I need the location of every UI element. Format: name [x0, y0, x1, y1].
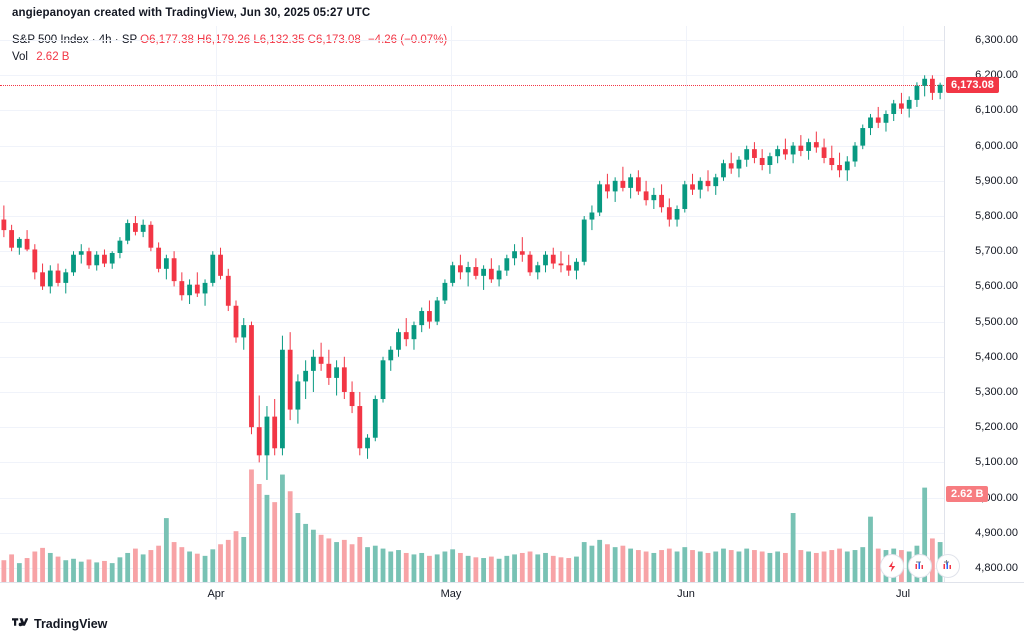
time-axis-tick: May: [440, 588, 462, 600]
tradingview-footer-logo[interactable]: TradingView: [12, 617, 107, 631]
price-axis-tick: 4,800.00: [975, 561, 1018, 574]
time-axis-divider: [0, 582, 1024, 583]
tradingview-footer-label: TradingView: [34, 617, 108, 631]
time-axis-tick: Jun: [677, 588, 695, 600]
price-axis-tick: 5,100.00: [975, 456, 1018, 469]
price-axis-tick: 4,900.00: [975, 526, 1018, 539]
grid-line-horizontal: [0, 286, 944, 288]
grid-line-horizontal: [0, 321, 944, 323]
grid-line-horizontal: [0, 40, 944, 42]
chart-legend: S&P 500 Index · 4h · SP O6,177.38 H6,179…: [12, 32, 447, 66]
grid-line-vertical: [451, 26, 452, 582]
lightning-icon: [888, 560, 895, 572]
grid-line-horizontal: [0, 497, 944, 499]
chart-float-buttons[interactable]: [880, 554, 960, 578]
legend-main-row: S&P 500 Index · 4h · SP O6,177.38 H6,179…: [12, 32, 447, 49]
grid-line-horizontal: [0, 356, 944, 358]
legend-ohlc-values: O6,177.38 H6,179.26 L6,132.35 C6,173.08: [140, 34, 361, 46]
tradingview-logo-icon: [12, 618, 28, 630]
price-axis-divider: [944, 26, 945, 582]
price-axis-tick: 5,400.00: [975, 350, 1018, 363]
grid-line-horizontal: [0, 145, 944, 147]
time-axis-tick: Apr: [207, 588, 225, 600]
grid-line-horizontal: [0, 180, 944, 182]
plus-bars-icon: [943, 560, 951, 569]
grid-line-horizontal: [0, 462, 944, 464]
price-axis-tick: 6,000.00: [975, 139, 1018, 152]
grid-line-vertical: [216, 26, 217, 582]
last-price-line: [0, 84, 944, 86]
price-axis-tick: 6,300.00: [975, 34, 1018, 47]
zoom-out-button[interactable]: [908, 554, 932, 578]
grid-line-vertical: [686, 26, 687, 582]
time-axis[interactable]: Apr May Jun Jul: [0, 583, 944, 605]
volume-badge: 2.62 B: [946, 485, 989, 502]
grid-line-horizontal: [0, 532, 944, 534]
grid-line-horizontal: [0, 391, 944, 393]
candlestick-series: [1, 75, 943, 582]
zoom-in-button[interactable]: [936, 554, 960, 578]
price-axis-tick: 5,600.00: [975, 280, 1018, 293]
grid-line-horizontal: [0, 251, 944, 253]
price-axis-tick: 5,200.00: [975, 421, 1018, 434]
legend-exchange: SP: [121, 34, 137, 46]
price-axis-tick: 5,500.00: [975, 315, 1018, 328]
legend-volume-value: 2.62 B: [36, 51, 70, 63]
grid-line-vertical: [903, 26, 904, 582]
price-axis-tick: 5,700.00: [975, 245, 1018, 258]
legend-interval[interactable]: 4h: [98, 34, 112, 46]
attribution-text: angiepanoyan created with TradingView, J…: [12, 7, 371, 19]
price-axis-tick: 5,800.00: [975, 210, 1018, 223]
series-container: [0, 26, 944, 582]
last-price-badge: 6,173.08: [946, 76, 999, 93]
legend-separator-2: ·: [115, 34, 119, 46]
legend-change-value: −4.26 (−0.07%): [367, 34, 448, 46]
time-axis-tick: Jul: [895, 588, 911, 600]
alert-button[interactable]: [880, 554, 904, 578]
grid-line-horizontal: [0, 216, 944, 218]
grid-line-horizontal: [0, 110, 944, 112]
legend-volume-label: Vol: [12, 51, 28, 63]
minus-bars-icon: [915, 561, 923, 569]
chart-plot-area[interactable]: [0, 26, 944, 582]
grid-line-horizontal: [0, 75, 944, 77]
legend-symbol[interactable]: S&P 500 Index: [12, 34, 89, 46]
legend-separator-1: ·: [92, 34, 96, 46]
grid-line-horizontal: [0, 567, 944, 569]
price-axis[interactable]: 6,300.00 6,200.00 6,100.00 6,000.00 5,900.00…: [946, 26, 1024, 582]
grid-line-horizontal: [0, 427, 944, 429]
price-axis-tick: 5,300.00: [975, 385, 1018, 398]
legend-volume-row: Vol 2.62 B: [12, 49, 447, 66]
price-axis-tick: 5,900.00: [975, 174, 1018, 187]
price-axis-tick: 6,100.00: [975, 104, 1018, 117]
